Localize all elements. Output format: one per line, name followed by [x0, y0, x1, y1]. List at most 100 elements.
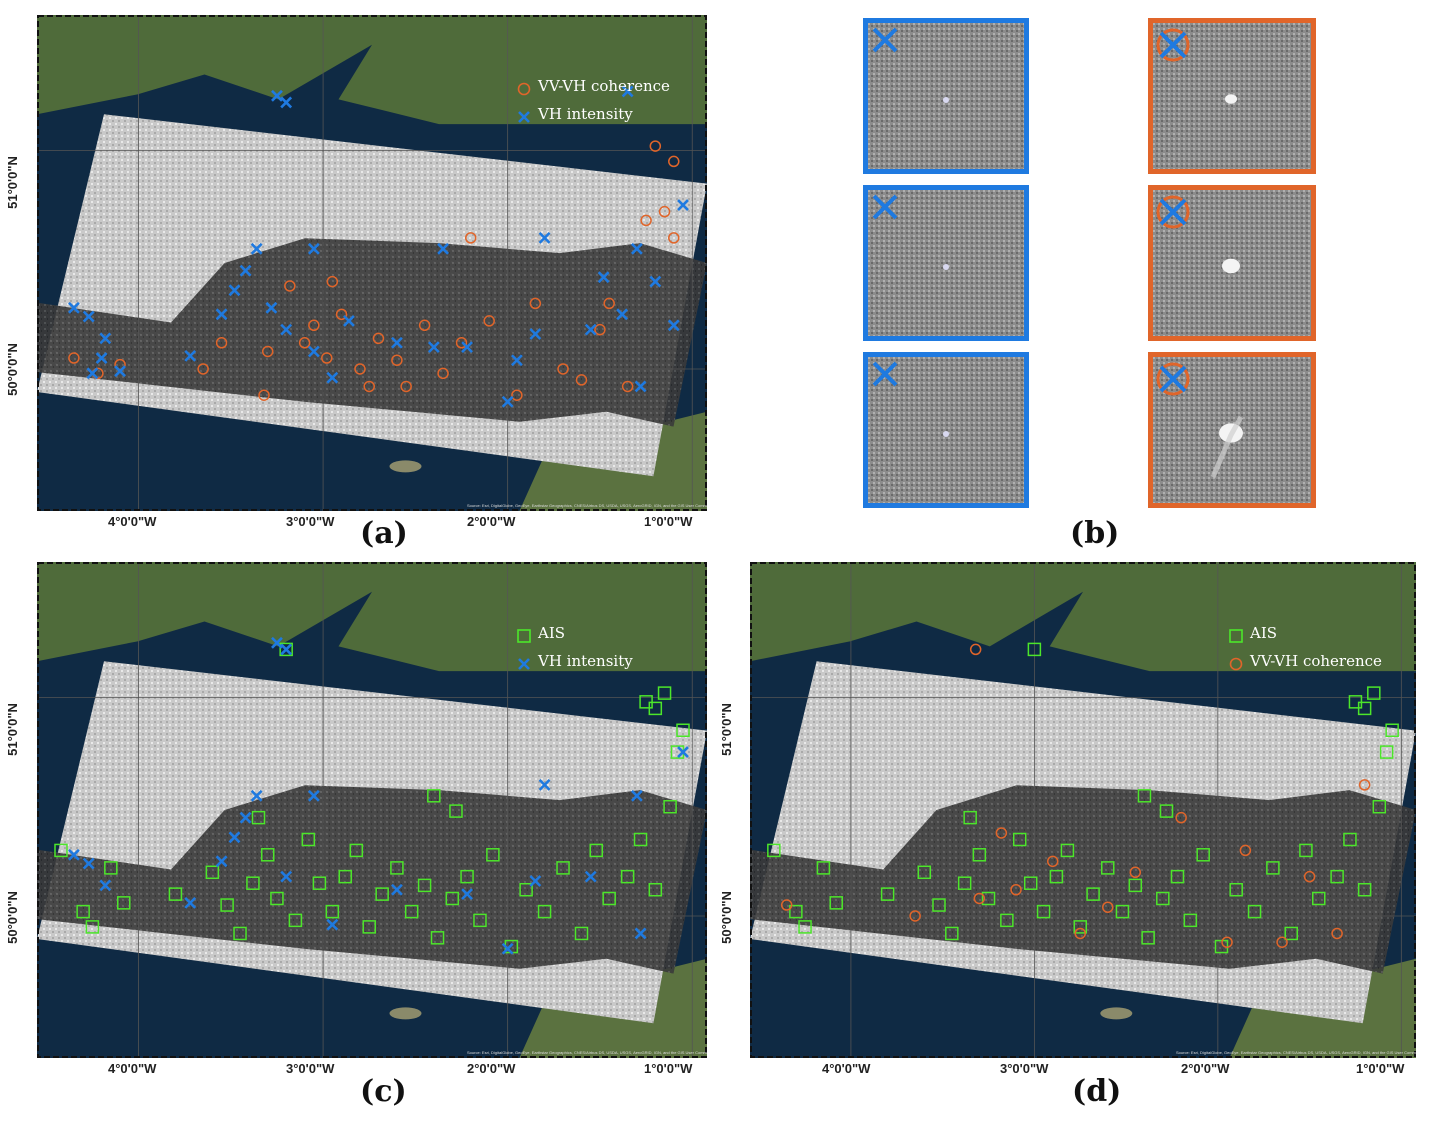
- ais-marker: [325, 904, 340, 919]
- ais-marker: [362, 920, 376, 934]
- ais-marker: [375, 887, 389, 901]
- ais-marker: [85, 920, 100, 934]
- coherence-marker: [284, 280, 296, 292]
- sar-chip-orange-3: [1148, 352, 1316, 508]
- ais-marker: [338, 869, 352, 884]
- vh-intensity-marker: [634, 927, 647, 940]
- ais-marker: [945, 926, 959, 941]
- coherence-marker: [511, 389, 523, 401]
- legend-c-label-1: AIS: [538, 624, 566, 642]
- square-icon: [516, 625, 532, 643]
- map-c-svg: Source: Esri, DigitalGlobe, GeoEye, Eart…: [37, 562, 707, 1058]
- ytick-a-51: 51°0'0"N: [4, 156, 20, 209]
- map-panel-c: Source: Esri, DigitalGlobe, GeoEye, Eart…: [37, 562, 707, 1058]
- ais-marker: [1372, 799, 1387, 814]
- ais-marker: [260, 848, 275, 862]
- vh-intensity-marker: [239, 811, 252, 824]
- ais-marker: [1060, 843, 1075, 858]
- vh-intensity-marker: [529, 328, 542, 340]
- ais-marker: [288, 913, 303, 928]
- coherence-marker: [668, 232, 680, 244]
- vh-intensity-marker: [584, 323, 597, 336]
- vh-intensity-marker: [114, 365, 126, 378]
- ais-marker: [798, 920, 812, 934]
- coherence-marker: [298, 337, 311, 349]
- ais-marker: [1229, 883, 1243, 897]
- coherence-marker: [437, 367, 449, 380]
- legend-a: VV-VH coherence VH intensity: [516, 72, 670, 128]
- coherence-marker: [640, 214, 652, 227]
- coherence-marker: [780, 899, 793, 911]
- circle-icon: [1156, 362, 1190, 396]
- coherence-marker: [1046, 855, 1059, 868]
- land-north: [37, 15, 707, 125]
- coherence-marker: [969, 643, 982, 656]
- vh-intensity-marker: [239, 264, 252, 277]
- chip-image: [868, 190, 1024, 336]
- ais-marker: [932, 898, 946, 912]
- legend-d-row-1: AIS: [1228, 619, 1382, 647]
- coherence-marker: [1221, 936, 1233, 948]
- ytick-d-50: 50°0'0"N: [718, 891, 734, 944]
- coherence-marker: [529, 297, 542, 310]
- attribution-text: Source: Esri, DigitalGlobe, GeoEye, Eart…: [467, 503, 707, 508]
- xtick-a-3: 3°0'0"W: [286, 514, 335, 529]
- panel-label-c: (c): [360, 1074, 407, 1109]
- ais-marker: [676, 723, 690, 737]
- coherence-marker: [1175, 811, 1187, 824]
- coherence-marker: [649, 140, 662, 152]
- coherence-marker: [321, 352, 333, 364]
- target-blob: [943, 264, 949, 270]
- vh-intensity-marker: [667, 319, 680, 332]
- coherence-marker: [557, 363, 569, 375]
- xtick-d-2: 2°0'0"W: [1181, 1061, 1230, 1076]
- coherence-marker: [668, 155, 680, 168]
- vh-intensity-marker: [649, 275, 662, 288]
- ais-marker: [1196, 848, 1210, 862]
- ais-marker: [574, 926, 589, 941]
- island: [1100, 1007, 1133, 1020]
- vh-intensity-marker: [307, 345, 320, 358]
- vh-intensity-marker: [427, 341, 440, 354]
- vh-intensity-marker: [634, 380, 647, 393]
- coherence-marker: [418, 319, 431, 332]
- circle-icon: [1228, 653, 1244, 671]
- vh-intensity-marker: [538, 231, 551, 244]
- ais-marker: [981, 891, 996, 906]
- sar-swath: [37, 661, 707, 1024]
- legend-a-row-1: VV-VH coherence: [516, 72, 670, 100]
- sar-chip-blue-1: [863, 18, 1029, 174]
- sar-chip-blue-3: [863, 352, 1029, 508]
- vh-intensity-marker: [228, 284, 241, 297]
- coherence-marker: [594, 323, 606, 336]
- ais-marker: [430, 931, 445, 945]
- coherence-marker: [261, 345, 274, 358]
- ais-marker: [1101, 861, 1115, 875]
- ais-marker: [1247, 904, 1262, 919]
- vh-intensity-marker: [82, 857, 95, 870]
- ais-marker: [620, 869, 635, 884]
- vh-intensity-marker: [86, 367, 99, 380]
- xtick-a-1: 1°0'0"W: [644, 514, 693, 529]
- coherence-marker: [400, 380, 412, 393]
- coherence-marker: [326, 275, 339, 288]
- map-d-svg: Source: Esri, DigitalGlobe, GeoEye, Eart…: [750, 562, 1416, 1058]
- vh-intensity-marker: [538, 778, 551, 791]
- legend-d-label-2: VV-VH coherence: [1250, 652, 1382, 670]
- legend-d-row-2: VV-VH coherence: [1228, 647, 1382, 675]
- ais-marker: [54, 843, 68, 858]
- ais-marker: [1299, 843, 1313, 858]
- map-panel-a: Source: Esri, DigitalGlobe, GeoEye, Eart…: [37, 15, 707, 511]
- vh-intensity-marker: [280, 870, 293, 883]
- ais-marker: [519, 883, 533, 897]
- coherence-marker: [603, 297, 615, 310]
- vh-intensity-marker: [265, 301, 278, 314]
- xtick-a-2: 2°0'0"W: [467, 514, 516, 529]
- ais-marker: [1159, 804, 1174, 818]
- coherence-marker: [973, 892, 986, 905]
- ais-marker: [486, 848, 500, 862]
- cross-icon: [516, 653, 532, 670]
- ais-marker: [648, 883, 663, 897]
- ais-marker: [1137, 789, 1152, 803]
- xtick-d-1: 1°0'0"W: [1356, 1061, 1405, 1076]
